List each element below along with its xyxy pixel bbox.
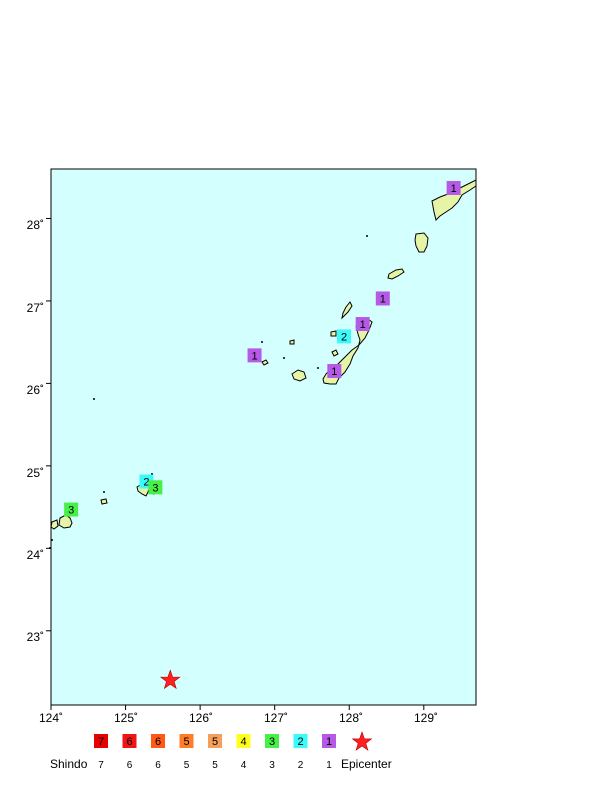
islet bbox=[283, 357, 285, 359]
shindo-3-marker bbox=[64, 502, 79, 517]
legend-swatch bbox=[122, 734, 137, 748]
islet bbox=[151, 473, 153, 475]
legend-epicenter-label: Epicenter bbox=[341, 757, 392, 771]
legend-swatch-label: 4 bbox=[240, 736, 246, 748]
legend-scale-label: 4 bbox=[241, 760, 247, 771]
island bbox=[289, 339, 295, 345]
epicenter-star bbox=[159, 669, 181, 690]
shindo-marker-label: 2 bbox=[341, 331, 347, 343]
island bbox=[291, 369, 307, 382]
y-tick-label: 23˚ bbox=[27, 630, 44, 644]
x-tick-labels: 124˚ 125˚ 126˚ 127˚ 128˚ 129˚ bbox=[39, 711, 438, 725]
legend-epicenter-star bbox=[351, 731, 373, 751]
y-tick-label: 24˚ bbox=[27, 548, 44, 562]
legend-swatch-label: 1 bbox=[326, 736, 332, 748]
islet bbox=[103, 491, 105, 493]
legend-swatch-label: 6 bbox=[126, 736, 132, 748]
legend-scale-label: 2 bbox=[298, 760, 304, 771]
shindo-marker-label: 1 bbox=[451, 183, 457, 195]
y-tick-label: 25˚ bbox=[27, 466, 44, 480]
legend-swatch-label: 2 bbox=[297, 736, 303, 748]
epicenter-marker bbox=[159, 669, 181, 690]
axis-ticks bbox=[46, 217, 425, 710]
island bbox=[414, 232, 429, 253]
legend-swatch bbox=[322, 734, 336, 748]
y-tick-labels: 28˚ 27˚ 26˚ 25˚ 24˚ 23˚ bbox=[27, 218, 44, 644]
legend-scale-label: 5 bbox=[212, 760, 218, 771]
island bbox=[330, 330, 337, 337]
y-tick-label: 28˚ bbox=[27, 218, 44, 232]
x-tick-label: 127˚ bbox=[264, 711, 288, 725]
shindo-marker-label: 3 bbox=[68, 505, 74, 517]
x-tick-label: 124˚ bbox=[39, 711, 63, 725]
legend-swatch-label: 6 bbox=[155, 736, 161, 748]
legend-swatch bbox=[265, 734, 279, 748]
legend-scale-label: 6 bbox=[127, 760, 133, 771]
islet bbox=[366, 235, 368, 237]
legend-scale-label: 3 bbox=[269, 760, 275, 771]
shindo-marker-label: 1 bbox=[331, 366, 337, 378]
shindo-marker-label: 2 bbox=[143, 477, 149, 489]
legend-title: Shindo bbox=[50, 757, 88, 771]
shindo-1-marker bbox=[247, 348, 262, 363]
y-tick-label: 27˚ bbox=[27, 301, 44, 315]
legend-swatch bbox=[94, 734, 108, 748]
shindo-1-marker bbox=[446, 180, 461, 195]
legend-swatch-label: 5 bbox=[183, 736, 189, 748]
shindo-marker-label: 3 bbox=[152, 482, 158, 494]
legend-swatch bbox=[208, 734, 222, 748]
shindo-3-marker bbox=[148, 480, 163, 495]
x-tick-label: 125˚ bbox=[114, 711, 138, 725]
legend-scale-label: 7 bbox=[98, 760, 104, 771]
islet bbox=[93, 398, 95, 400]
island bbox=[387, 268, 405, 280]
shindo-legend: Shindo Epicenter 7 7 6 6 6 6 5 5 5 5 4 4 3 3 2 2 1 1 bbox=[50, 731, 392, 771]
shindo-marker-label: 1 bbox=[380, 293, 386, 305]
shindo-1-marker bbox=[327, 364, 342, 379]
shindo-2-marker bbox=[337, 329, 352, 344]
legend-swatch bbox=[293, 734, 308, 748]
legend-swatch-label: 5 bbox=[212, 736, 218, 748]
legend-scale-label: 6 bbox=[155, 760, 161, 771]
x-tick-label: 126˚ bbox=[189, 711, 213, 725]
islet bbox=[317, 367, 319, 369]
legend-swatch bbox=[179, 734, 194, 748]
legend-swatch-label: 3 bbox=[269, 736, 275, 748]
island bbox=[261, 359, 269, 366]
islet bbox=[51, 539, 53, 541]
y-tick-label: 26˚ bbox=[27, 383, 44, 397]
x-tick-label: 128˚ bbox=[339, 711, 363, 725]
island bbox=[100, 498, 108, 505]
legend-scale-label: 1 bbox=[326, 760, 332, 771]
shindo-marker-label: 1 bbox=[251, 350, 257, 362]
legend-swatch bbox=[151, 734, 165, 748]
legend-scale-label: 5 bbox=[184, 760, 190, 771]
x-tick-label: 129˚ bbox=[414, 711, 438, 725]
island bbox=[341, 301, 353, 320]
island bbox=[50, 519, 59, 530]
shindo-marker-label: 1 bbox=[360, 319, 366, 331]
legend-swatch-label: 7 bbox=[98, 736, 104, 748]
ocean bbox=[50, 168, 477, 706]
shindo-1-marker bbox=[355, 317, 370, 332]
shindo-1-marker bbox=[375, 291, 390, 306]
islet bbox=[261, 341, 263, 343]
island bbox=[331, 349, 339, 357]
legend-swatch bbox=[236, 734, 251, 748]
